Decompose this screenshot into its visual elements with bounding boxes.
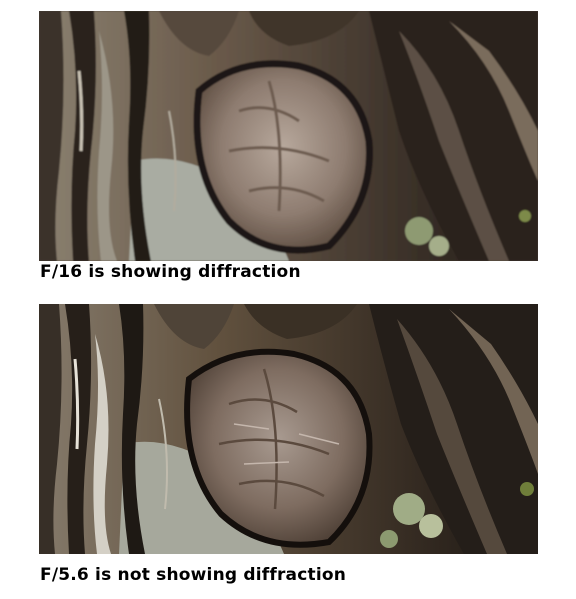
bark-image	[39, 11, 538, 261]
bark-image	[39, 304, 538, 554]
bark-photo-f16	[39, 11, 538, 261]
caption-f16: F/16 is showing diffraction	[40, 262, 301, 282]
bark-photo-f5-6	[39, 304, 538, 554]
caption-f5-6: F/5.6 is not showing diffraction	[40, 565, 347, 585]
